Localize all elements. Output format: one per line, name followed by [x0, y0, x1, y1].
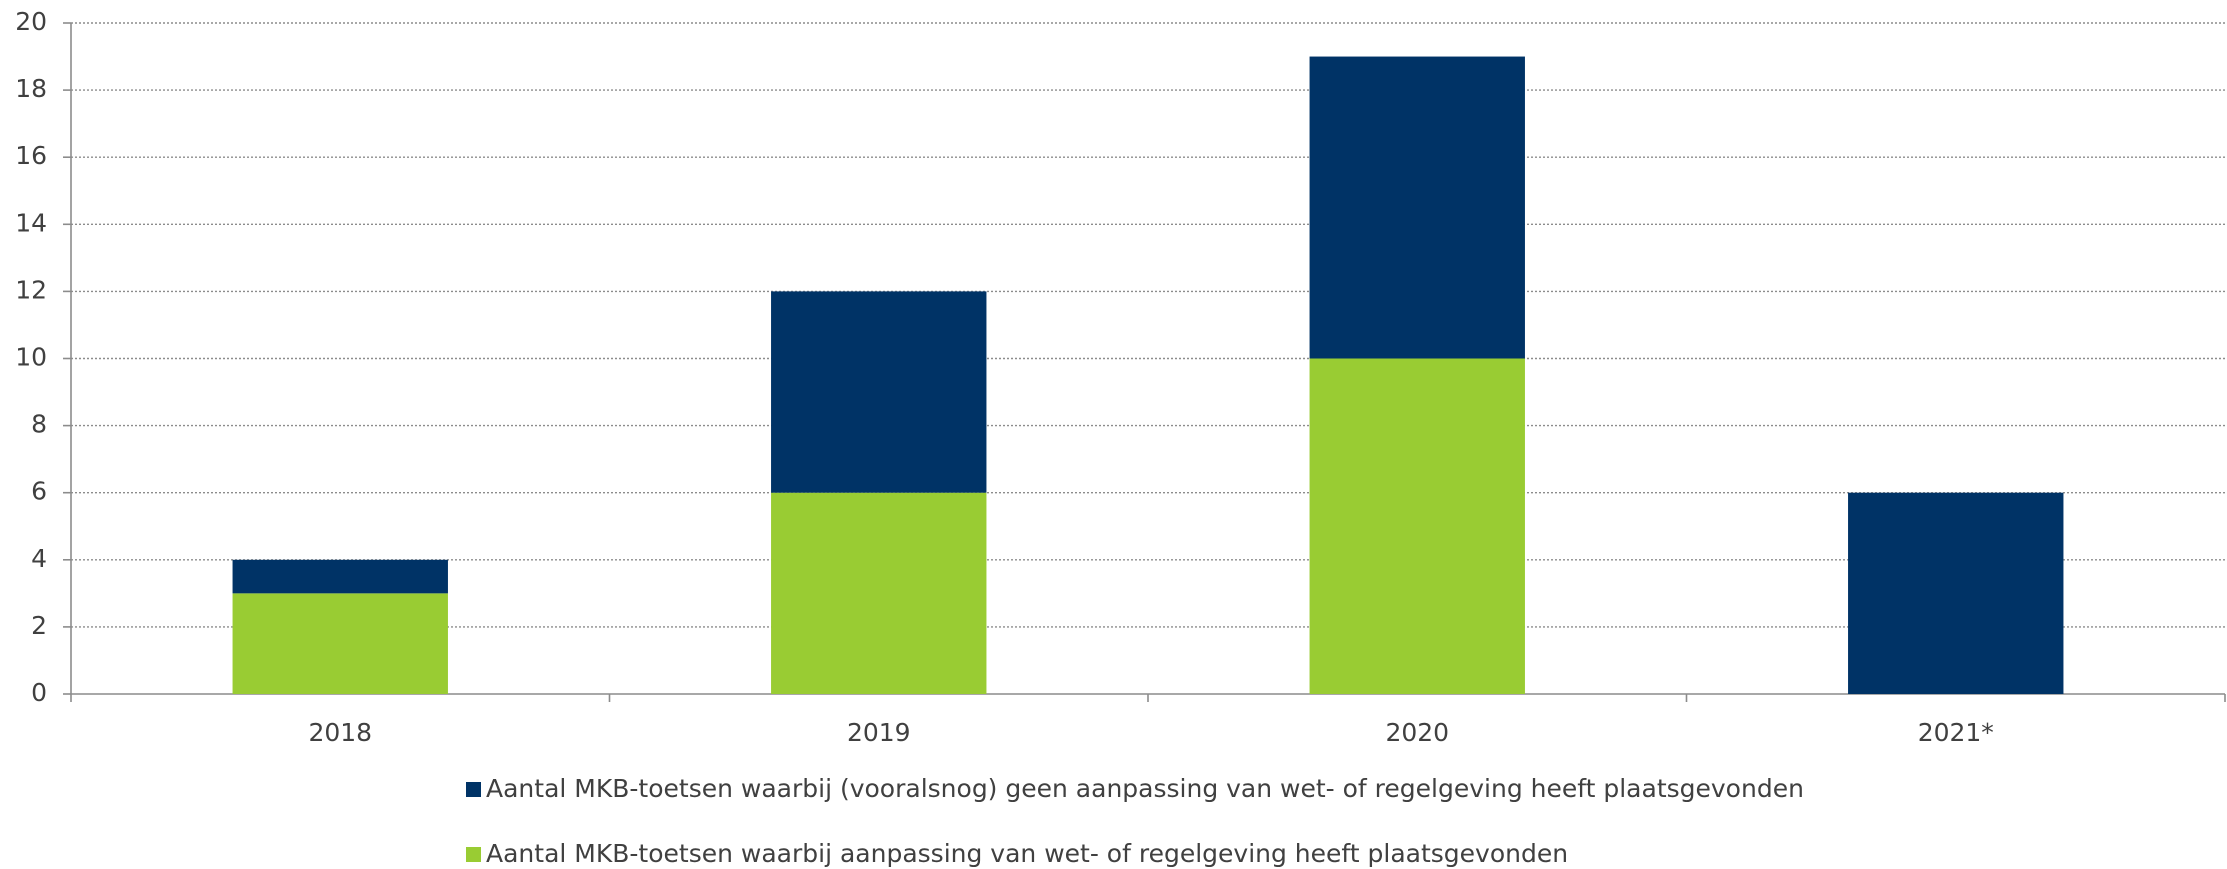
y-tick-label: 16	[15, 141, 47, 170]
bar-segment	[232, 593, 448, 694]
y-tick-label: 10	[15, 343, 47, 372]
x-tick-label: 2020	[1385, 718, 1449, 747]
legend-swatch	[466, 847, 481, 862]
y-tick-label: 20	[15, 7, 47, 36]
y-tick-label: 4	[31, 544, 47, 573]
bar-segment	[1848, 492, 2064, 694]
legend-label: Aantal MKB-toetsen waarbij aanpassing va…	[486, 839, 1568, 868]
bar-segment	[1309, 358, 1525, 694]
x-tick-label: 2021*	[1918, 718, 1994, 747]
bar-segment	[1309, 56, 1525, 359]
bar-segment	[771, 291, 987, 493]
legend-label: Aantal MKB-toetsen waarbij (vooralsnog) …	[486, 774, 1804, 803]
y-tick-label: 8	[31, 410, 47, 439]
y-tick-label: 12	[15, 275, 47, 304]
legend-swatch	[466, 782, 481, 797]
y-tick-label: 6	[31, 477, 47, 506]
y-tick-label: 0	[31, 678, 47, 707]
x-tick-label: 2019	[847, 718, 911, 747]
bar-segment	[771, 492, 987, 694]
y-tick-label: 2	[31, 611, 47, 640]
bar-segment	[232, 559, 448, 594]
y-tick-label: 18	[15, 74, 47, 103]
x-tick-label: 2018	[308, 718, 372, 747]
y-tick-label: 14	[15, 208, 47, 237]
